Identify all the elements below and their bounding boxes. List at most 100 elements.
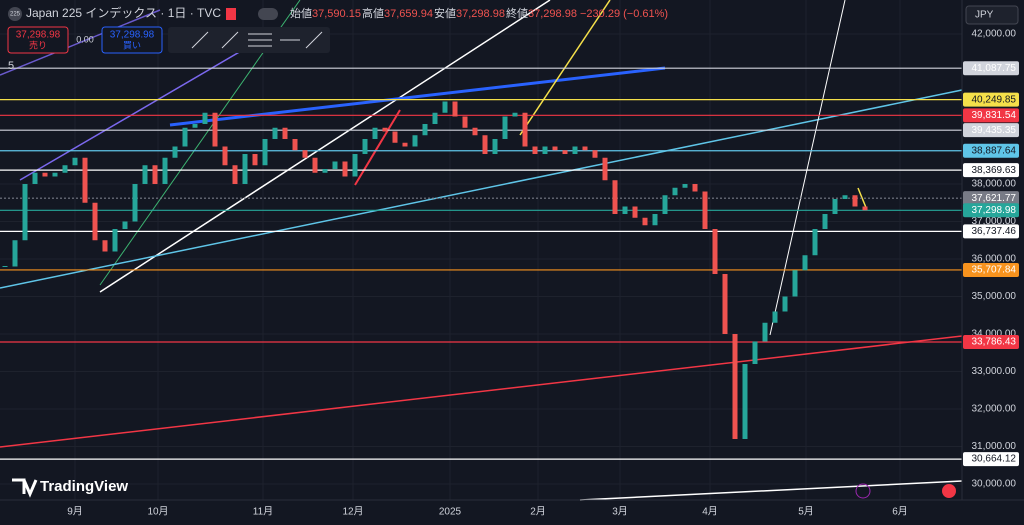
sell-label: 売り <box>29 39 47 50</box>
candle <box>112 229 118 252</box>
candle <box>52 172 58 177</box>
candle <box>122 221 128 229</box>
low-label: 安値 <box>434 6 456 20</box>
y-tick-label: 35,000.00 <box>972 291 1017 302</box>
candle <box>202 112 208 124</box>
level-tag <box>963 224 1019 239</box>
level-tag <box>963 92 1019 107</box>
candle <box>92 202 98 241</box>
candle <box>22 184 28 241</box>
candle <box>62 165 68 173</box>
axis: 42,000.00 38,000.00 37,000.00 36,000.00 35,0… <box>67 29 1019 518</box>
x-tick-label: 12月 <box>342 506 363 518</box>
candle <box>492 139 498 154</box>
y-tick-label: 31,000.00 <box>972 441 1017 452</box>
level-label: 30,664.12 <box>972 454 1017 465</box>
level-tag <box>963 108 1019 123</box>
logo-icon <box>12 478 38 498</box>
candle <box>502 116 508 139</box>
y-tick-label: 37,000.00 <box>972 216 1017 227</box>
high: 37,659.94 <box>384 8 433 20</box>
tool-icon[interactable] <box>248 33 272 47</box>
event-icon[interactable] <box>942 484 956 498</box>
high-label: 高値 <box>362 6 384 20</box>
candle <box>852 195 858 207</box>
symbol-icon <box>8 7 22 21</box>
candle <box>162 157 168 184</box>
candle <box>302 150 308 158</box>
level-tag <box>963 203 1019 218</box>
change: −230.29 (−0.61%) <box>580 8 668 20</box>
price-axis <box>962 0 1024 525</box>
candle <box>732 334 738 439</box>
candle <box>582 146 588 151</box>
level-label: 33,786.43 <box>972 337 1017 348</box>
y-tick-label: 42,000.00 <box>972 29 1017 40</box>
trend-line <box>99 0 551 293</box>
candle <box>42 172 48 177</box>
candle <box>382 127 388 132</box>
candle <box>252 154 258 166</box>
logo: TradingView <box>40 478 128 495</box>
sell-button[interactable] <box>7 26 69 54</box>
candle <box>232 165 238 184</box>
level-tag <box>963 191 1019 206</box>
buy-label: 買い <box>123 40 141 50</box>
candle <box>282 127 288 139</box>
candle <box>572 146 578 154</box>
level-label: 39,435.35 <box>972 125 1017 136</box>
candle <box>82 157 88 203</box>
candle <box>292 139 298 151</box>
level-label: 37,621.77 <box>972 193 1017 204</box>
candle <box>802 255 808 271</box>
tool-icons[interactable] <box>191 31 323 49</box>
candle <box>862 206 868 211</box>
candle <box>782 296 788 312</box>
candle <box>592 150 598 158</box>
candle <box>652 214 658 226</box>
x-tick-label: 9月 <box>67 506 83 518</box>
buy-price: 37,298.98 <box>110 30 155 41</box>
candle <box>342 161 348 177</box>
x-tick-label: 3月 <box>612 506 628 518</box>
trend-line <box>0 89 963 289</box>
candle <box>412 135 418 147</box>
y-tick-label: 30,000.00 <box>972 479 1017 490</box>
flag[interactable] <box>226 8 236 20</box>
y-tick-label: 36,000.00 <box>972 254 1017 265</box>
candle <box>772 311 778 323</box>
candle <box>312 157 318 173</box>
levels <box>0 67 962 460</box>
candle <box>392 131 398 143</box>
x-tick-label: 6月 <box>892 506 908 518</box>
x-tick-label: 2月 <box>530 506 546 518</box>
candle <box>642 217 648 226</box>
level-label: 39,831.54 <box>972 110 1017 121</box>
currency-button[interactable] <box>965 5 1019 25</box>
level-tag <box>963 163 1019 178</box>
y-tick-label: 38,000.00 <box>972 179 1017 190</box>
candle <box>212 112 218 147</box>
candle <box>322 169 328 173</box>
candle <box>372 127 378 139</box>
candle <box>102 240 108 252</box>
toggle[interactable] <box>258 8 278 20</box>
trend-line <box>769 0 846 336</box>
trend-line <box>857 187 868 211</box>
trend-line <box>579 480 963 501</box>
sell-price: 37,298.98 <box>16 30 61 41</box>
candle <box>32 172 38 184</box>
event-icon[interactable] <box>855 483 871 499</box>
candle <box>552 146 558 151</box>
candle <box>522 112 528 147</box>
open-label: 始値 <box>290 6 312 20</box>
level-tag <box>963 335 1019 350</box>
candle <box>432 112 438 124</box>
trend-line <box>519 0 611 136</box>
candle <box>472 127 478 136</box>
candle <box>152 165 158 184</box>
level-label: 38,369.63 <box>972 165 1017 176</box>
buy-button[interactable] <box>101 26 163 54</box>
candle <box>742 364 748 439</box>
